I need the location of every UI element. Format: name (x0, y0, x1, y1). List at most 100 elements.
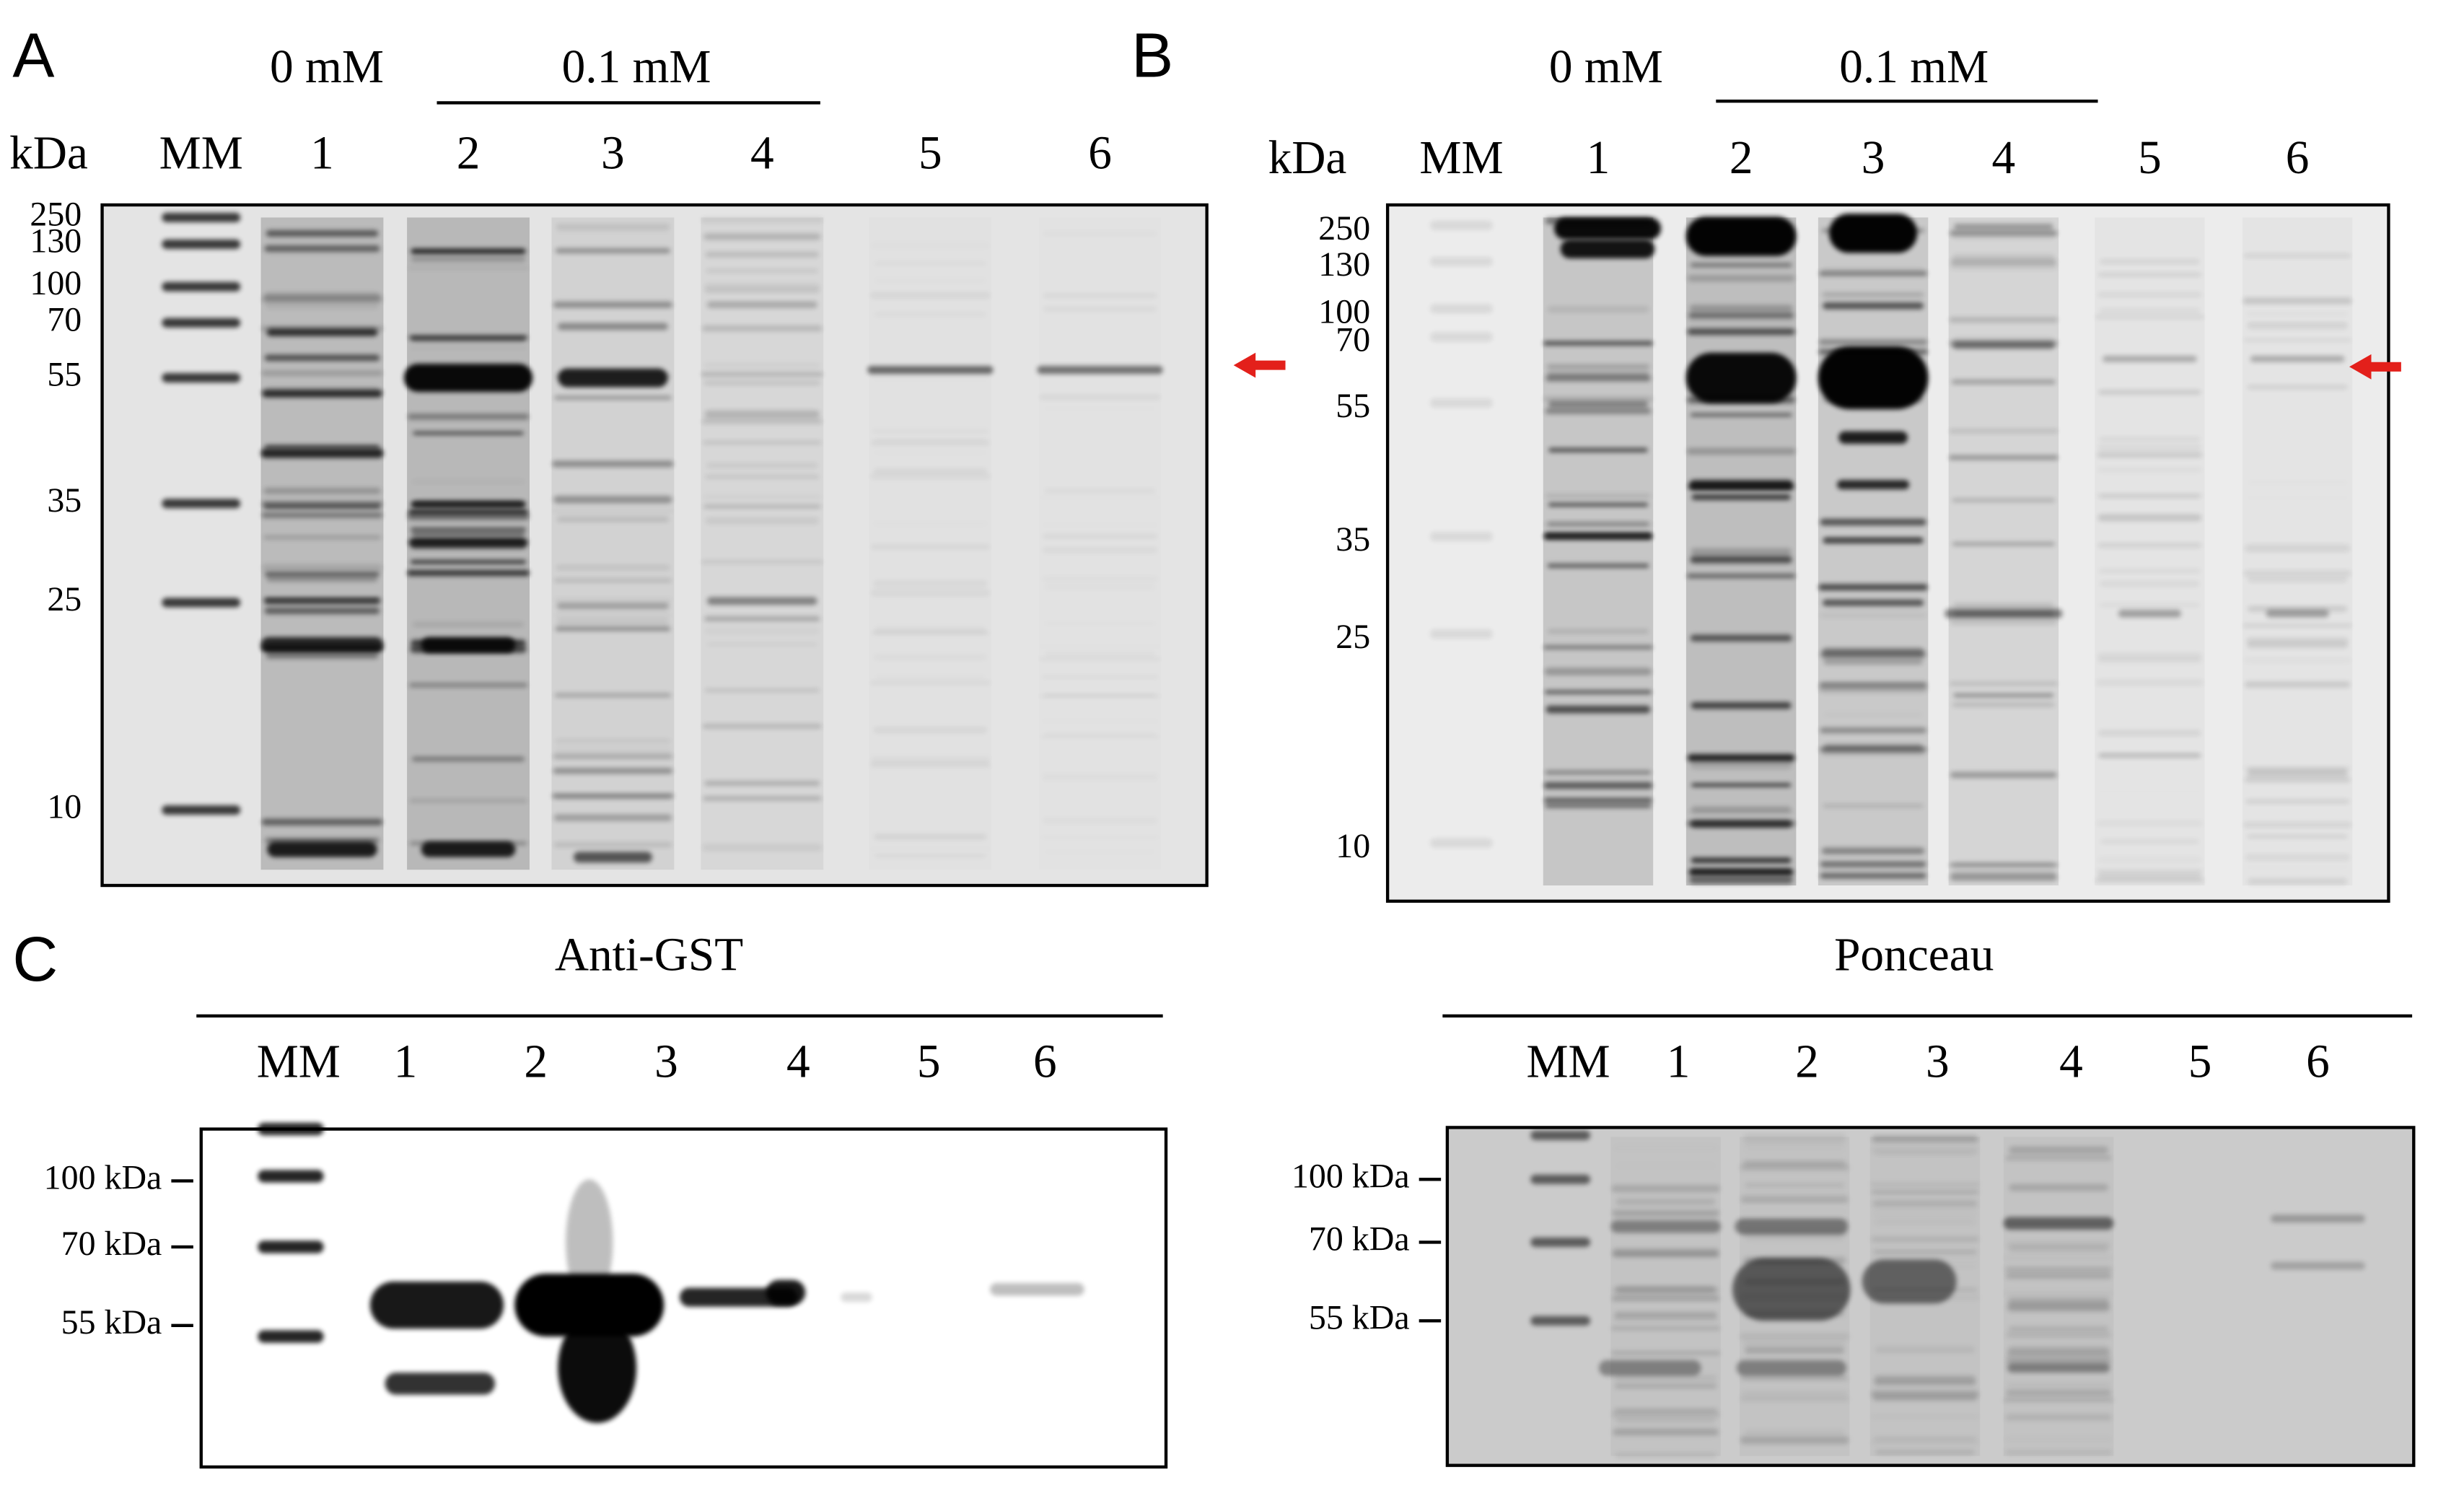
unit-label: kDa (9, 128, 88, 180)
band (1612, 1252, 1719, 1258)
band (1821, 847, 1925, 854)
band (403, 363, 533, 393)
band (701, 419, 823, 424)
band (1689, 480, 1794, 490)
band (703, 381, 820, 385)
band (875, 675, 986, 679)
band (706, 642, 817, 647)
lane-label: 4 (786, 1036, 810, 1087)
lane-label: 6 (1033, 1036, 1057, 1087)
band (1685, 352, 1797, 403)
band (2247, 480, 2348, 485)
band (1872, 1136, 1978, 1142)
band (263, 487, 381, 494)
band (1822, 292, 1924, 297)
lane-label: 4 (2059, 1036, 2083, 1087)
band (1952, 702, 2055, 707)
band (2242, 623, 2352, 628)
band (2271, 1215, 2365, 1223)
band (703, 494, 822, 500)
band (2248, 878, 2347, 885)
band (1543, 396, 1653, 402)
band (1429, 629, 1494, 639)
lane-smear (260, 217, 384, 870)
band (1949, 429, 2059, 434)
band (1545, 771, 1652, 774)
band (1611, 1411, 1720, 1418)
band (264, 354, 380, 362)
concentration-label: 0 mM (270, 41, 384, 93)
band (1614, 1311, 1717, 1319)
lane-label: 1 (1667, 1036, 1691, 1087)
band (2096, 820, 2203, 826)
band (871, 589, 991, 596)
band (1687, 574, 1796, 579)
band (2244, 253, 2351, 258)
lane-label: 3 (601, 128, 625, 180)
band (1862, 1259, 1957, 1304)
band (2097, 543, 2201, 548)
band (1613, 1167, 1718, 1174)
band (1042, 675, 1159, 679)
blot-title: Ponceau (1834, 929, 1994, 981)
band (2245, 422, 2349, 426)
band (1950, 873, 2058, 881)
band (267, 325, 378, 329)
lane-label: 4 (750, 128, 774, 180)
band (408, 266, 529, 270)
band (1044, 488, 1156, 494)
band (1610, 1326, 1721, 1331)
band (1823, 266, 1924, 271)
band (2243, 570, 2351, 577)
band (2247, 644, 2348, 649)
band (1691, 857, 1792, 864)
marker-label: 55 kDa (61, 1303, 162, 1342)
band (2096, 679, 2204, 686)
band (2098, 390, 2201, 395)
marker-label: 35 (1336, 520, 1370, 559)
band (1545, 690, 1652, 694)
band (1818, 584, 1928, 591)
band (566, 1179, 613, 1305)
lane-label: 3 (1926, 1036, 1950, 1087)
band (2005, 1449, 2113, 1456)
band (2100, 603, 2200, 608)
band (1687, 328, 1795, 336)
band (1952, 691, 2056, 696)
band (871, 631, 990, 635)
band (1615, 1198, 1716, 1206)
band (555, 215, 671, 220)
band (2006, 1274, 2111, 1279)
band (1546, 368, 1650, 376)
band (1689, 305, 1793, 312)
band (2007, 1363, 2110, 1373)
band (1040, 718, 1159, 725)
band (411, 531, 525, 537)
band (162, 499, 241, 509)
marker-label: 100 (1318, 292, 1370, 331)
band (265, 445, 380, 449)
band (410, 346, 527, 350)
band (1545, 804, 1652, 808)
band (1744, 1139, 1846, 1146)
band (554, 578, 672, 582)
band (2246, 865, 2349, 869)
band (1610, 1350, 1721, 1356)
band (2008, 1298, 2110, 1302)
band (1741, 1390, 1849, 1397)
band (1819, 682, 1927, 688)
band (2247, 385, 2348, 389)
lane-smear (1543, 217, 1654, 886)
concentration-label: 0.1 mM (1839, 41, 1989, 93)
band (412, 756, 525, 762)
band (2099, 494, 2200, 499)
band (702, 844, 823, 852)
band (266, 577, 378, 582)
band (261, 818, 383, 826)
band (869, 852, 992, 857)
band (1949, 317, 2059, 323)
band (2009, 1146, 2109, 1154)
band (1741, 1194, 1848, 1199)
band (2096, 868, 2203, 875)
band (1837, 480, 1910, 490)
